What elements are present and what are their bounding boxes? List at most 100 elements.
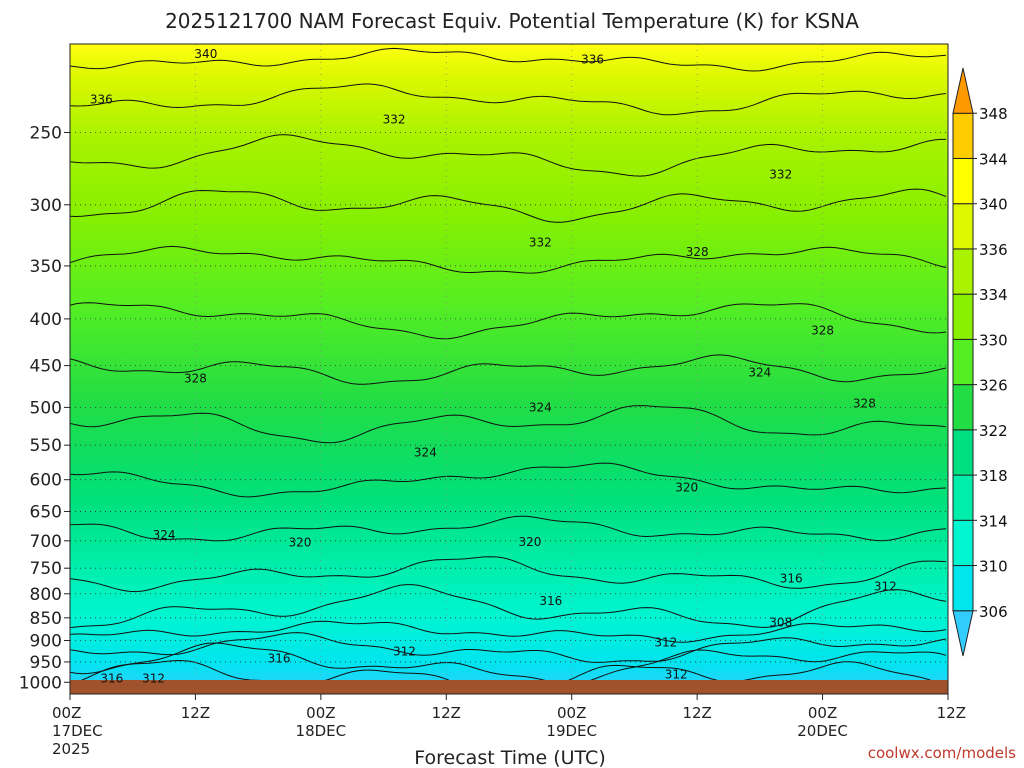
- contour-line: [70, 47, 947, 72]
- x-tick-time: 00Z: [306, 704, 335, 722]
- x-tick-date: 20DEC: [797, 722, 848, 740]
- y-tick-label: 600: [30, 471, 62, 491]
- x-tick-time: 12Z: [682, 704, 711, 722]
- y-tick-label: 500: [30, 398, 62, 418]
- x-tick-time: 12Z: [181, 704, 210, 722]
- x-tick-time: 00Z: [808, 704, 837, 722]
- x-tick-time: 00Z: [557, 704, 586, 722]
- contour-label: 308: [769, 615, 792, 629]
- contour-line: [70, 354, 947, 385]
- colorbar-swatch: [952, 565, 974, 612]
- colorbar: 306 310 314 318 322 326 330 334 336 340 344 348: [952, 67, 1008, 657]
- colorbar-label: 340: [979, 196, 1008, 214]
- colorbar-label: 318: [979, 467, 1008, 485]
- y-tick-label: 700: [30, 532, 62, 552]
- colorbar-swatch: [952, 519, 974, 567]
- colorbar-label: 336: [979, 241, 1008, 259]
- contour-label: 336: [581, 53, 604, 67]
- colorbar-label: 348: [979, 105, 1008, 123]
- colorbar-label: 322: [979, 422, 1008, 440]
- x-tick-time: 00Z: [52, 704, 81, 722]
- y-tick-label: 950: [30, 653, 62, 673]
- colorbar-label: 330: [979, 331, 1008, 349]
- chart-title: 2025121700 NAM Forecast Equiv. Potential…: [165, 9, 859, 33]
- plot-fill: [70, 44, 948, 694]
- grid-lines: [70, 44, 948, 694]
- y-tick-label: 750: [30, 559, 62, 579]
- colorbar-swatch: [952, 248, 974, 295]
- plot-frame: [69, 43, 949, 695]
- x-tick-date: 19DEC: [546, 722, 597, 740]
- contour-label: 312: [142, 671, 165, 685]
- contour-line: [70, 584, 947, 629]
- contour-label: 312: [665, 667, 688, 681]
- contour-label: 328: [686, 245, 709, 259]
- contour-lines: [70, 47, 947, 693]
- contour-label: 328: [811, 324, 834, 338]
- contour-label: 312: [654, 636, 677, 650]
- y-axis: 2503003504004505005506006507007508008509…: [19, 123, 70, 693]
- colorbar-label: 314: [979, 512, 1008, 530]
- contour-label: 324: [529, 400, 552, 414]
- colorbar-label: 344: [979, 150, 1008, 168]
- contour-label: 316: [268, 652, 291, 666]
- contour-label: 328: [184, 372, 207, 386]
- colorbar-swatch: [952, 157, 974, 205]
- colorbar-swatch: [952, 384, 974, 431]
- contour-label: 336: [90, 92, 113, 106]
- contour-label: 332: [769, 168, 792, 182]
- contour-label: 328: [853, 396, 876, 410]
- contour-line: [70, 642, 947, 685]
- contour-label: 324: [414, 445, 437, 459]
- colorbar-swatch: [952, 67, 974, 114]
- contour-line: [70, 462, 947, 498]
- contour-line: [70, 405, 947, 444]
- contour-label: 324: [748, 366, 771, 380]
- y-tick-label: 800: [30, 585, 62, 605]
- contour-line: [70, 620, 947, 643]
- contour-label: 320: [518, 535, 541, 549]
- contour-label: 332: [383, 113, 406, 127]
- y-tick-label: 550: [30, 436, 62, 456]
- contour-label: 316: [539, 594, 562, 608]
- colorbar-swatch: [952, 338, 974, 386]
- colorbar-label: 310: [979, 558, 1008, 576]
- contour-line: [70, 245, 947, 274]
- colorbar-swatch: [952, 610, 974, 657]
- contour-label: 312: [393, 644, 416, 658]
- y-tick-label: 850: [30, 609, 62, 629]
- y-tick-label: 1000: [19, 673, 62, 693]
- colorbar-label: 326: [979, 377, 1008, 395]
- contour-label: 320: [288, 536, 311, 550]
- y-tick-label: 400: [30, 310, 62, 330]
- y-tick-label: 300: [30, 196, 62, 216]
- y-tick-label: 650: [30, 502, 62, 522]
- contour-line: [70, 556, 947, 593]
- contour-line: [70, 188, 947, 223]
- contour-label: 332: [529, 236, 552, 250]
- y-tick-label: 350: [30, 257, 62, 277]
- colorbar-swatch: [952, 429, 974, 476]
- colorbar-swatch: [952, 203, 974, 250]
- colorbar-swatch: [952, 293, 974, 340]
- contour-labels: 340 336 336 332 332 332 328 328 328 328 324 324 324 3…: [90, 47, 897, 685]
- y-tick-label: 450: [30, 357, 62, 377]
- x-axis-label: Forecast Time (UTC): [414, 747, 605, 768]
- x-tick-time: 12Z: [937, 704, 966, 722]
- contour-label: 340: [194, 47, 217, 61]
- colorbar-swatch: [952, 112, 974, 159]
- contour-line: [70, 134, 946, 177]
- contour-line: [70, 302, 947, 340]
- contour-label: 316: [100, 671, 123, 685]
- colorbar-label: 306: [979, 603, 1008, 621]
- colorbar-swatch: [952, 474, 974, 521]
- contour-label: 312: [874, 579, 897, 593]
- y-tick-label: 250: [30, 123, 62, 143]
- ground-surface: [70, 680, 948, 694]
- x-tick-year: 2025: [52, 740, 90, 758]
- credit-text: coolwx.com/models: [868, 744, 1016, 762]
- y-tick-label: 900: [30, 631, 62, 651]
- contour-label: 320: [675, 481, 698, 495]
